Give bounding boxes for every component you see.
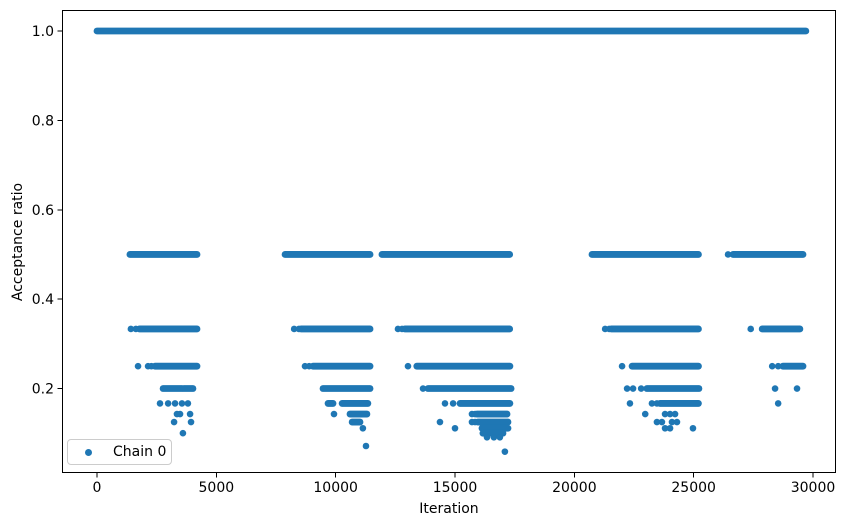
scatter-point	[666, 410, 674, 418]
scatter-point	[187, 418, 195, 426]
scatter-point	[170, 418, 178, 426]
scatter-point	[359, 424, 367, 432]
scatter-point	[768, 362, 776, 370]
scatter-point	[629, 385, 637, 392]
scatter-point	[618, 362, 626, 370]
scatter-point	[471, 418, 479, 426]
scatter-point	[793, 385, 801, 392]
y-tick-label: 1.0	[32, 24, 54, 40]
scatter-point	[419, 385, 427, 392]
scatter-point	[661, 424, 669, 432]
scatter-point	[441, 400, 449, 407]
x-tick-label: 30000	[791, 480, 836, 496]
y-tick-label: 0.4	[32, 292, 54, 308]
scatter-point	[605, 325, 613, 333]
scatter-point	[449, 400, 457, 407]
x-tick-label: 20000	[552, 480, 597, 496]
scatter-point	[398, 325, 406, 333]
scatter-point	[176, 410, 184, 418]
scatter-point	[490, 433, 498, 441]
scatter-point	[148, 362, 155, 370]
scatter-point	[724, 251, 732, 258]
scatter-point	[305, 362, 313, 370]
x-tick-label: 25000	[671, 480, 716, 496]
scatter-point	[179, 429, 187, 437]
scatter-point	[689, 424, 697, 432]
scatter-point	[362, 442, 370, 450]
scatter-point	[164, 400, 172, 407]
scatter-point	[436, 418, 444, 426]
scatter-point	[186, 410, 194, 418]
scatter-point	[774, 400, 782, 407]
scatter-point	[641, 410, 649, 418]
y-axis-label: Acceptance ratio	[10, 182, 26, 302]
scatter-point	[451, 424, 459, 432]
scatter-point	[496, 433, 504, 441]
x-tick-label: 15000	[433, 480, 478, 496]
scatter-point	[132, 325, 140, 333]
scatter-point	[471, 410, 479, 418]
scatter-point	[774, 362, 782, 370]
scatter-point	[668, 418, 676, 426]
scatter-point	[295, 325, 303, 333]
y-tick-label: 0.6	[32, 203, 54, 219]
scatter-point	[184, 400, 192, 407]
scatter-point	[330, 410, 338, 418]
scatter-point	[671, 410, 679, 418]
scatter-point	[178, 400, 186, 407]
y-tick-label: 0.2	[32, 382, 54, 398]
x-tick-label: 10000	[313, 480, 358, 496]
y-tick-label: 0.8	[32, 113, 54, 129]
plot-border	[62, 10, 836, 473]
scatter-point	[626, 400, 634, 407]
scatter-point	[637, 385, 645, 392]
scatter-point	[666, 424, 674, 432]
scatter-point	[171, 400, 179, 407]
scatter-point	[290, 325, 298, 333]
scatter-point	[483, 433, 491, 441]
scatter-point	[673, 418, 681, 426]
scatter-point	[771, 385, 779, 392]
scatter-point	[501, 448, 509, 455]
scatter-point	[404, 362, 412, 370]
scatter-point	[648, 400, 656, 407]
legend-label: Chain 0	[113, 444, 167, 460]
scatter-point	[653, 400, 661, 407]
scatter-point	[747, 325, 755, 333]
legend: Chain 0	[67, 439, 172, 465]
scatter-point	[653, 418, 661, 426]
x-axis-label: Iteration	[419, 501, 479, 517]
scatter-point	[623, 385, 631, 392]
x-tick-label: 5000	[199, 480, 235, 496]
scatter-point	[658, 418, 666, 426]
scatter-point	[661, 410, 669, 418]
scatter-point	[134, 362, 142, 370]
x-tick-label: 0	[93, 480, 102, 496]
legend-marker-icon	[85, 448, 92, 456]
scatter-point	[156, 400, 164, 407]
scatter-point	[127, 325, 135, 333]
